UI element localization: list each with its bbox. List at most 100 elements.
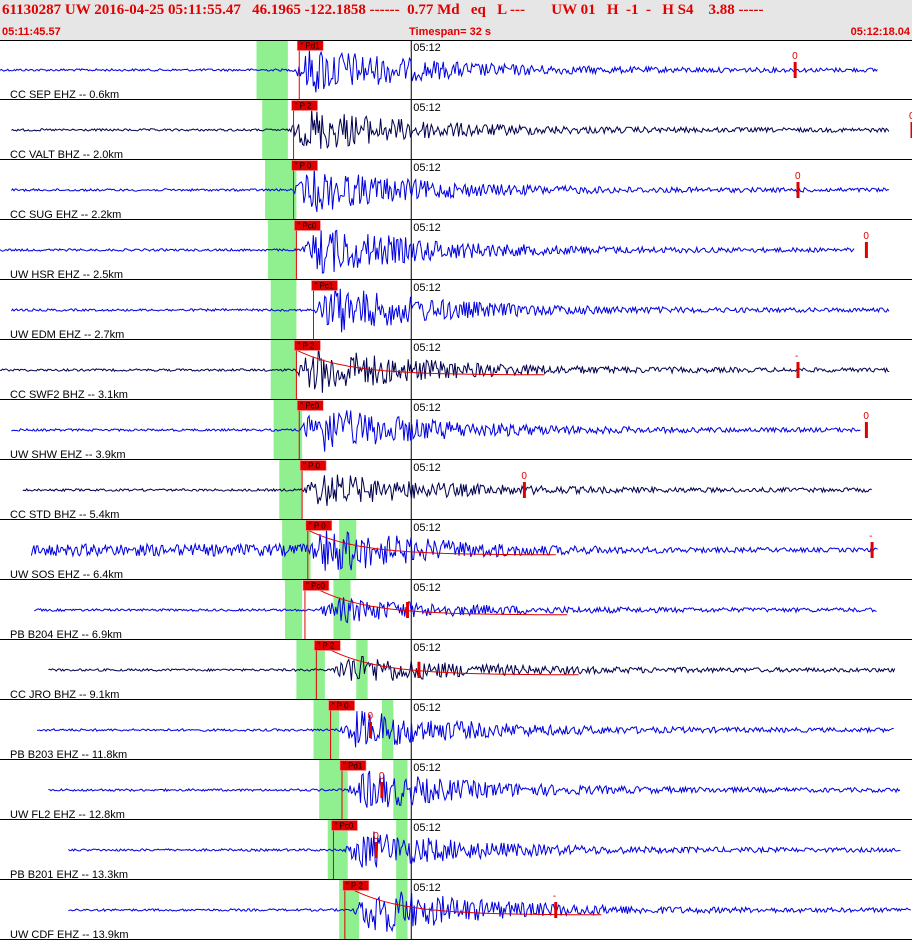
pick-label: " Pd1: [300, 42, 320, 51]
waveform-trace: [0, 229, 855, 274]
minute-marker-label: 05:12: [413, 282, 441, 294]
pick-label-box: [294, 340, 321, 351]
analysis-window: [339, 520, 357, 580]
coda-marker-label: 0: [379, 771, 385, 782]
pick-label-box: [342, 880, 370, 891]
pick-label: " P 0: [332, 702, 349, 711]
coda-marker-label: 0: [863, 231, 869, 242]
event-summary: 61130287 UW 2016-04-25 05:11:55.47 46.19…: [2, 2, 764, 18]
waveform-trace: [48, 770, 901, 808]
waveform-trace: [48, 655, 896, 681]
pick-label: " Pc0: [300, 402, 319, 411]
trace-panel-6: 05:12 " Pc0 0 UW SHW EHZ -- 3.9km: [0, 400, 912, 461]
station-label: PB B203 EHZ -- 11.8km: [10, 749, 127, 761]
station-label: UW FL2 EHZ -- 12.8km: [10, 809, 125, 821]
minute-marker-label: 05:12: [413, 882, 441, 894]
minute-marker-label: 05:12: [413, 822, 441, 834]
analysis-window: [265, 160, 297, 220]
coda-marker-label: -: [869, 531, 872, 542]
trace-panel-4: 05:12 " Pc1 UW EDM EHZ -- 2.7km: [0, 280, 912, 341]
station-label: PB B201 EHZ -- 13.3km: [10, 869, 128, 881]
waveform-trace: [37, 710, 894, 748]
analysis-window: [396, 880, 408, 940]
station-label: UW CDF EHZ -- 13.9km: [10, 929, 129, 940]
pick-label: " P 0: [309, 522, 326, 531]
waveform-trace: [68, 891, 911, 933]
minute-marker-label: 05:12: [413, 642, 441, 654]
minute-marker-label: 05:12: [413, 162, 441, 174]
pick-label-box: [294, 220, 321, 231]
pick-label: " P 2: [346, 882, 363, 891]
pick-label-box: [302, 580, 330, 591]
waveform-trace: [30, 528, 878, 571]
pick-label: " Pc0: [334, 822, 353, 831]
trace-panel-1: 05:12 " P 2 0 CC VALT BHZ -- 2.0km: [0, 100, 912, 161]
trace-panel-8: 05:12 " P 0 - UW SOS EHZ -- 6.4km: [0, 520, 912, 581]
waveform-trace: [33, 597, 877, 624]
waveform-trace: [22, 474, 872, 506]
coda-marker-label: -: [795, 351, 798, 362]
pick-label-box: [296, 400, 324, 411]
pick-label: " P 2: [295, 102, 312, 111]
coda-marker-label: 0: [863, 411, 869, 422]
coda-decay-curve: [330, 649, 579, 676]
pick-label: " Pc1: [315, 282, 334, 291]
minute-marker-label: 05:12: [413, 462, 441, 474]
coda-marker-label: 0: [795, 171, 801, 182]
station-label: PB B204 EHZ -- 6.9km: [10, 629, 122, 641]
coda-marker-label: 0: [373, 831, 379, 842]
coda-marker-label: 0: [909, 111, 912, 122]
station-label: UW SHW EHZ -- 3.9km: [10, 449, 126, 461]
pick-label: " P 2: [297, 342, 314, 351]
trace-panel-3: 05:12 " Pc0 0 UW HSR EHZ -- 2.5km: [0, 220, 912, 281]
minute-marker-label: 05:12: [413, 762, 441, 774]
waveform-trace: [11, 109, 890, 149]
waveform-trace: [0, 49, 878, 93]
coda-decay-curve: [296, 349, 545, 376]
trace-panel-10: 05:12 " P 2 CC JRO BHZ -- 9.1km: [0, 640, 912, 701]
waveform-trace: [0, 346, 890, 393]
pick-label: " P 2: [317, 642, 334, 651]
analysis-window: [356, 640, 368, 700]
station-label: CC STD BHZ -- 5.4km: [10, 509, 119, 521]
minute-marker-label: 05:12: [413, 582, 441, 594]
coda-decay-curve: [307, 529, 556, 556]
trace-panel-5: 05:12 " P 2 - CC SWF2 BHZ -- 3.1km: [0, 340, 912, 401]
coda-marker-label: 0: [368, 711, 374, 722]
pick-label: " Pd1: [343, 762, 363, 771]
station-label: UW SOS EHZ -- 6.4km: [10, 569, 123, 581]
pick-label-box: [305, 520, 333, 531]
trace-panel-11: 05:12 " P 0 0 PB B203 EHZ -- 11.8km: [0, 700, 912, 761]
timespan-label: Timespan= 32 s: [409, 26, 492, 38]
station-label: CC SUG EHZ -- 2.2km: [10, 209, 121, 221]
waveform-trace: [10, 287, 890, 333]
minute-marker-label: 05:12: [413, 342, 441, 354]
trace-panel-9: 05:12 " Pc0 PB B204 EHZ -- 6.9km: [0, 580, 912, 641]
header-bar: 61130287 UW 2016-04-25 05:11:55.47 46.19…: [0, 0, 912, 40]
pick-label-box: [299, 460, 327, 471]
seismogram-panel: 05:12 " Pd1 0 CC SEP EHZ -- 0.6km 05:12 " P 2…: [0, 40, 912, 940]
coda-marker-label: 0: [792, 51, 798, 62]
minute-marker-label: 05:12: [413, 102, 441, 114]
trace-panel-2: 05:12 " P 0 0 CC SUG EHZ -- 2.2km: [0, 160, 912, 221]
station-label: CC JRO BHZ -- 9.1km: [10, 689, 119, 701]
pick-label-box: [314, 640, 341, 651]
coda-marker-label: 0: [521, 471, 527, 482]
window-start-time: 05:11:45.57: [2, 26, 61, 38]
pick-label: " Pc0: [306, 582, 325, 591]
analysis-window: [396, 820, 408, 880]
window-end-time: 05:12:18.04: [850, 26, 910, 38]
station-label: UW EDM EHZ -- 2.7km: [10, 329, 124, 341]
waveform-trace: [11, 167, 890, 212]
station-label: CC SWF2 BHZ -- 3.1km: [10, 389, 128, 401]
minute-marker-label: 05:12: [413, 702, 441, 714]
pick-label-box: [291, 100, 318, 111]
waveform-trace: [68, 831, 901, 868]
trace-panel-14: 05:12 " P 2 - UW CDF EHZ -- 13.9km: [0, 880, 912, 940]
waveform-trace: [11, 410, 861, 452]
pick-label-box: [311, 280, 338, 291]
trace-panel-7: 05:12 " P 0 0 CC STD BHZ -- 5.4km: [0, 460, 912, 521]
pick-label-box: [328, 700, 355, 711]
trace-panel-0: 05:12 " Pd1 0 CC SEP EHZ -- 0.6km: [0, 40, 912, 101]
pick-label: " Pc0: [297, 222, 316, 231]
